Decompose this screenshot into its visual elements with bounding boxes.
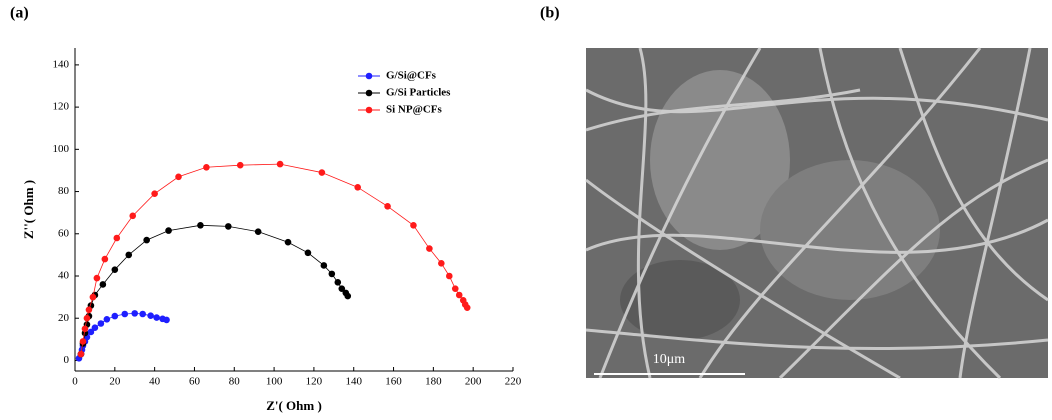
data-point [338,285,346,292]
data-point [103,315,111,323]
data-point [225,223,232,230]
legend-marker [365,89,373,97]
data-point [113,234,121,242]
data-point [254,228,262,235]
data-point [284,238,292,246]
data-point [165,227,172,234]
y-tick-label: 40 [58,270,70,282]
data-point [97,320,105,327]
data-point [79,338,87,345]
legend-marker [365,106,373,114]
data-point [151,190,158,197]
data-point [175,173,182,181]
data-point [91,324,99,332]
legend-marker [365,72,373,80]
data-point [304,249,312,257]
data-point [236,161,244,169]
data-point [455,291,463,299]
data-point [276,160,284,168]
data-point [328,270,336,278]
data-point [129,212,137,220]
data-point [344,292,352,300]
data-point [451,285,459,292]
data-point [445,272,453,280]
x-tick-label: 140 [345,376,362,388]
data-point [121,310,129,318]
x-tick-label: 80 [229,376,241,388]
x-tick-label: 0 [72,376,78,388]
series-line [80,224,349,355]
x-tick-label: 120 [306,376,323,388]
x-tick-label: 160 [385,376,402,388]
y-tick-label: 60 [58,227,70,239]
data-point [354,184,362,191]
data-point [139,310,146,318]
y-tick-label: 0 [64,354,70,366]
data-point [426,245,433,252]
data-point [111,266,119,273]
data-point [87,328,95,336]
data-point [320,262,328,269]
panel-label: (b) [540,5,560,22]
x-axis-label: Z'( Ohm ) [266,398,322,413]
data-point [203,163,210,171]
data-point [384,203,391,210]
data-point [85,306,93,314]
data-point [93,274,101,282]
x-tick-label: 180 [425,376,442,388]
data-point [463,304,471,311]
legend-label: G/Si Particles [386,87,451,99]
data-point [81,325,89,333]
data-point [111,312,119,320]
y-tick-label: 100 [53,143,70,155]
data-point [197,222,204,229]
x-tick-label: 20 [109,376,121,388]
legend-label: G/Si@CFs [386,70,437,82]
x-tick-label: 60 [189,376,201,388]
x-tick-label: 220 [505,376,522,388]
y-tick-label: 20 [58,312,70,324]
data-point [318,169,326,176]
data-point [99,281,107,288]
y-tick-label: 120 [53,101,70,113]
x-tick-label: 100 [266,376,283,388]
data-point [153,314,160,321]
legend-label: Si NP@CFs [386,104,442,116]
series-line [78,312,167,359]
y-tick-label: 140 [53,58,70,70]
sem-image: 10μm [585,47,1049,380]
x-tick-label: 200 [465,376,482,388]
panel-label: (a) [10,5,29,22]
data-point [77,350,85,358]
data-point [334,279,342,286]
data-point [438,260,445,267]
y-axis-label: Z''( Ohm ) [21,180,36,239]
data-point [410,222,417,229]
x-tick-label: 40 [149,376,161,388]
data-point [125,251,133,259]
scale-bar-label: 10μm [653,352,686,367]
data-point [89,293,97,301]
data-point [83,314,91,322]
data-point [101,255,109,263]
data-point [147,312,154,319]
y-tick-label: 80 [58,185,70,197]
series-line [80,163,468,355]
data-point [143,236,150,244]
data-point [131,310,139,317]
data-point [163,316,170,324]
